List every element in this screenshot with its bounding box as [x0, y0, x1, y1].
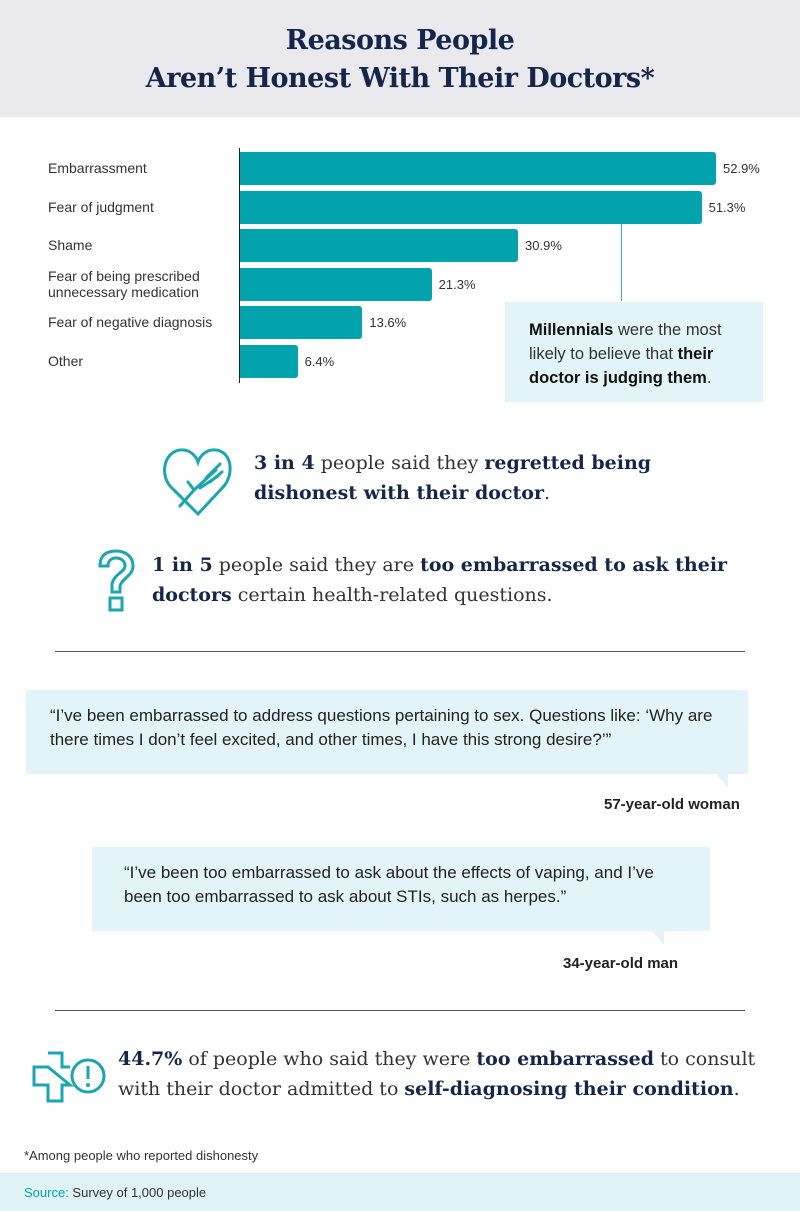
category-label: Fear of being prescribed unnecessary medi…	[48, 268, 200, 300]
callout-connector	[621, 224, 622, 301]
quote-tail	[652, 931, 664, 945]
title-line-1: Reasons People	[285, 25, 515, 56]
callout-bold: their doctor is judging them	[529, 345, 714, 387]
quote-1-author: 57-year-old woman	[604, 796, 740, 813]
value-label: 52.9%	[723, 161, 760, 176]
category-label: Embarrassment	[48, 160, 147, 176]
medical-cross-alert-icon	[32, 1051, 106, 1103]
divider	[55, 1010, 745, 1011]
value-label: 13.6%	[369, 315, 407, 331]
header: Reasons People Aren’t Honest With Their D…	[0, 0, 800, 117]
embarrassed-stat: 1 in 5 people said they are too embarras…	[152, 550, 732, 610]
page-title: Reasons People Aren’t Honest With Their D…	[0, 0, 800, 98]
bar-2	[240, 229, 519, 263]
stat-bold: 1 in 5	[152, 554, 213, 576]
quote-2-author: 34-year-old man	[563, 955, 679, 972]
stat-text: to consult with their doctor admitted to	[118, 1048, 756, 1100]
category-label: Other	[48, 353, 83, 369]
bar-1	[240, 190, 702, 224]
bar-4	[240, 306, 363, 340]
value-label: 51.3%	[708, 199, 746, 215]
category-label: Shame	[48, 237, 92, 253]
stat-bold: 44.7%	[118, 1048, 183, 1070]
callout-text: were the most likely to believe that	[529, 321, 722, 363]
stat-text: of people who said they were	[182, 1048, 477, 1070]
stat-bold: too embarrassed	[476, 1048, 654, 1070]
category-label-line: Other	[48, 353, 84, 369]
category-label: Fear of negative diagnosis	[48, 314, 212, 330]
stat-bold: 3 in 4	[254, 452, 315, 474]
stat-text: .	[733, 1078, 740, 1100]
stat-bold: too embarrassed to ask their doctors	[152, 554, 728, 606]
footnote: *Among people who reported dishonesty	[24, 1148, 259, 1163]
question-mark-icon	[98, 549, 135, 612]
bar-3	[240, 267, 432, 301]
stat-text: people said they	[314, 452, 485, 474]
source-label: Source:	[24, 1185, 69, 1200]
bar-0	[240, 152, 716, 185]
category-label-line: Fear of negative diagnosis	[48, 314, 213, 331]
callout-text: .	[706, 369, 712, 387]
stat-bold: regretted being dishonest with their doc…	[254, 452, 652, 504]
source-bar: Source: Survey of 1,000 people	[0, 1173, 800, 1211]
self-diagnosing-stat: 44.7% of people who said they were too e…	[118, 1044, 788, 1104]
heart-hand-icon	[163, 448, 232, 517]
quote-2: “I’ve been too embarrassed to ask about …	[92, 847, 710, 931]
category-label: Fear of judgment	[48, 199, 154, 215]
value-label: 30.9%	[525, 238, 562, 254]
regret-stat: 3 in 4 people said they regretted being …	[254, 448, 674, 508]
category-label-line: Fear of judgment	[48, 198, 154, 215]
source-text: Survey of 1,000 people	[68, 1185, 207, 1200]
category-label-line: Fear of being prescribed	[48, 267, 200, 284]
category-label-line: unnecessary medication	[48, 283, 199, 300]
stat-text: people said they are	[212, 554, 421, 576]
bar-5	[240, 345, 298, 378]
value-label: 6.4%	[304, 354, 335, 369]
stat-bold: self-diagnosing their condition	[404, 1078, 734, 1100]
stat-text: certain health-related questions.	[231, 584, 553, 606]
quote-tail	[716, 774, 728, 788]
category-label-line: Shame	[48, 237, 93, 254]
callout-bold: Millennials	[529, 321, 614, 339]
title-line-2: Aren’t Honest With Their Doctors*	[145, 63, 655, 94]
divider	[55, 651, 745, 652]
stat-text: .	[543, 482, 551, 504]
quote-1: “I’ve been embarrassed to address questi…	[26, 690, 748, 774]
value-label: 21.3%	[438, 276, 476, 292]
category-label-line: Embarrassment	[48, 160, 147, 176]
millennials-callout: Millennials were the most likely to beli…	[505, 302, 763, 402]
y-axis-line	[239, 148, 240, 383]
